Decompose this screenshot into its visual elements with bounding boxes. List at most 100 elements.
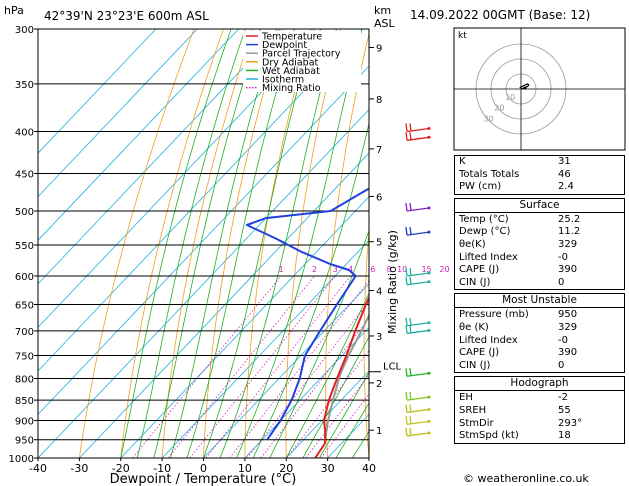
surface-row: CAPE (J) 390 <box>455 264 624 277</box>
mixing-ratio-label: 4 <box>348 265 353 274</box>
mixing-ratio-label: 15 <box>421 265 431 274</box>
km-tick-label: 4 <box>376 287 382 298</box>
hodograph-stat-value: 293° <box>558 417 583 429</box>
surface-label: Lifted Index <box>459 251 518 263</box>
wind-barb-dot <box>427 206 431 210</box>
mixing-ratio-label: 20 <box>439 265 449 274</box>
most-unstable-row: Pressure (mb) 950 <box>455 309 624 322</box>
isotherm-line <box>38 29 239 241</box>
hodograph-ring-label: 10 <box>505 93 515 102</box>
hodograph-stat-label: EH <box>459 392 473 404</box>
wind-barb-feather <box>409 368 412 376</box>
mixing-ratio-line <box>205 275 351 458</box>
wind-barb-feather <box>405 202 408 212</box>
x-tick-label: 10 <box>238 462 252 475</box>
wind-barb-dot <box>427 431 431 435</box>
wind-barb-feather <box>409 202 412 211</box>
surface-label: Dewp (°C) <box>459 226 511 238</box>
hodograph-stat-value: 18 <box>558 430 571 442</box>
wind-barb-dot <box>427 407 431 411</box>
y2-axis-title: Mixing Ratio (g/kg) <box>386 230 399 334</box>
km-tick-label: 1 <box>376 426 382 437</box>
wind-barb-feather <box>405 404 408 413</box>
mixing-ratio-label: 6 <box>370 265 375 274</box>
most-unstable-label: CAPE (J) <box>459 347 500 359</box>
surface-value: 11.2 <box>558 226 581 238</box>
wind-barb-dot <box>427 328 431 332</box>
most-unstable-label: Pressure (mb) <box>459 309 529 321</box>
surface-label: Temp (°C) <box>459 213 509 225</box>
hodograph-stat-row: StmSpd (kt) 18 <box>455 430 624 443</box>
most-unstable-value: 390 <box>558 347 578 359</box>
index-row: PW (cm) 2.4 <box>455 181 624 194</box>
isotherm-line <box>38 29 322 328</box>
hodograph-storm-motion <box>523 86 527 90</box>
surface-table: Surface Temp (°C) 25.2 Dewp (°C) 11.2 θe(K) 3… <box>454 197 625 291</box>
location-label: 42°39'N 23°23'E 600m ASL <box>44 9 209 23</box>
wind-barb-feather <box>409 416 412 424</box>
wind-barb-feather <box>405 317 408 326</box>
most-unstable-title: Most Unstable <box>455 294 624 309</box>
height-km-axis: 1 2 3 4 5 6 7 8 9 LCL <box>369 44 402 437</box>
dry-adiabat-line <box>401 29 428 458</box>
mixing-ratio-line <box>286 349 369 458</box>
isotherm-line <box>38 108 369 458</box>
hodograph-ring-label: 30 <box>484 114 494 123</box>
pressure-tick-label: 600 <box>15 272 34 283</box>
x-tick-label: 40 <box>362 462 376 475</box>
most-unstable-row: CAPE (J) 390 <box>455 347 624 360</box>
wind-barb-feather <box>409 123 412 132</box>
surface-label: CIN (J) <box>459 276 491 288</box>
surface-label: θe(K) <box>459 238 486 250</box>
isotherm-line <box>38 29 198 198</box>
hodograph-stat-value: 55 <box>558 404 571 416</box>
wind-barb-feather <box>405 427 408 437</box>
mixing-ratio-line <box>246 300 369 458</box>
hodograph-stat-label: StmDir <box>459 417 494 429</box>
mixing-ratio-labels: 12346810152025 <box>278 265 463 274</box>
isotherm-line <box>285 370 369 458</box>
pressure-tick-label: 350 <box>15 80 34 91</box>
index-value: 2.4 <box>558 181 574 193</box>
surface-value: 0 <box>558 276 565 288</box>
parcel-trajectory <box>324 312 369 440</box>
km-tick-label: 7 <box>376 145 382 156</box>
x-tick-label: -40 <box>29 462 47 475</box>
isotherm-line <box>203 283 369 458</box>
wind-barb-dot <box>427 419 431 423</box>
lcl-label: LCL <box>383 362 402 373</box>
wind-barb-feather <box>409 267 412 276</box>
legend-item-label: Dewpoint <box>262 40 307 51</box>
wind-barb-feather <box>405 416 408 425</box>
wind-barb-feather <box>405 227 408 236</box>
pressure-tick-label: 400 <box>15 128 34 139</box>
km-tick-label: 9 <box>376 44 382 55</box>
hodograph-title: Hodograph <box>455 377 624 392</box>
wind-barb-feather <box>409 427 412 436</box>
most-unstable-label: θe (K) <box>459 321 489 333</box>
hodograph-stat-label: SREH <box>459 404 487 416</box>
pressure-tick-label: 450 <box>15 169 34 180</box>
surface-row: CIN (J) 0 <box>455 277 624 290</box>
surface-row: Lifted Index -0 <box>455 252 624 265</box>
legend-background <box>243 31 361 92</box>
isotherm-line <box>38 29 157 154</box>
pressure-tick-label: 750 <box>15 351 34 362</box>
isotherm-line <box>38 29 281 285</box>
surface-value: 390 <box>558 264 578 276</box>
pressure-tick-label: 300 <box>15 25 34 36</box>
x-tick-label: 20 <box>279 462 293 475</box>
hodograph-stat-row: SREH 55 <box>455 405 624 418</box>
x-tick-label: 0 <box>200 462 207 475</box>
wet-adiabat-line <box>335 402 369 458</box>
mixing-ratio-label: 1 <box>278 265 283 274</box>
wind-barb-feather <box>405 132 408 141</box>
surface-title: Surface <box>455 199 624 213</box>
pressure-tick-label: 500 <box>15 207 34 218</box>
x-axis-title: Dewpoint / Temperature (°C) <box>110 472 297 486</box>
wind-barb-feather <box>405 267 408 277</box>
wind-barb-feather <box>409 227 412 235</box>
